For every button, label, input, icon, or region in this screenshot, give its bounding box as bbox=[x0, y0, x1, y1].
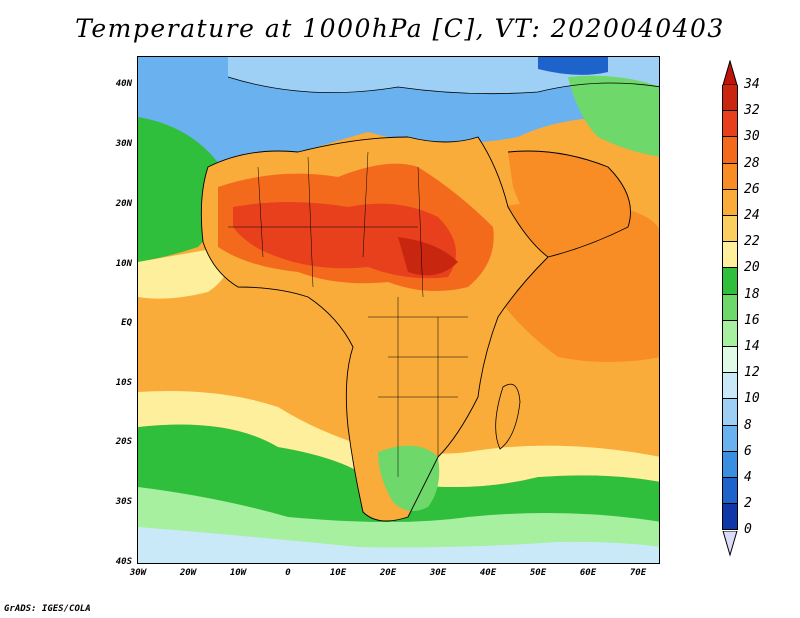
colorbar-label: 34 bbox=[744, 77, 760, 92]
colorbar-label: 18 bbox=[744, 286, 760, 302]
colorbar-label: 14 bbox=[744, 339, 760, 354]
south-ocean-cold bbox=[138, 527, 659, 563]
south-ocean-mild bbox=[138, 391, 659, 487]
lat-label: 10N bbox=[115, 259, 132, 269]
lat-label: 10S bbox=[115, 378, 132, 388]
border-line bbox=[257, 166, 264, 258]
sahel-hottest-area bbox=[233, 202, 456, 279]
colorbar-swatch bbox=[722, 85, 738, 112]
colorbar-label: 26 bbox=[744, 181, 760, 197]
colorbar-swatch bbox=[722, 294, 738, 321]
colorbar-label: 4 bbox=[744, 470, 752, 485]
colorbar-top-arrow bbox=[722, 60, 738, 86]
middle-east-cool bbox=[568, 75, 659, 157]
africa-coastline bbox=[200, 136, 549, 522]
lon-label: 10E bbox=[329, 568, 347, 578]
lon-label: 20E bbox=[379, 568, 397, 578]
colorbar-label: 10 bbox=[744, 391, 760, 407]
lon-label: 70E bbox=[629, 568, 647, 578]
sudan-peak-area bbox=[398, 237, 458, 276]
colorbar-label: 24 bbox=[744, 208, 760, 223]
temperature-map bbox=[137, 56, 660, 564]
lon-label: 20W bbox=[179, 568, 197, 578]
lat-label: 40N bbox=[115, 79, 132, 89]
colorbar-bottom-arrow bbox=[722, 531, 738, 557]
colorbar-swatch bbox=[722, 504, 738, 531]
colorbar-label: 28 bbox=[744, 155, 760, 171]
indian-ocean-warm bbox=[498, 202, 659, 362]
arabia-landmass bbox=[508, 151, 631, 257]
colorbar-label: 6 bbox=[744, 443, 752, 459]
border-line bbox=[417, 166, 424, 298]
colorbar-swatch bbox=[722, 425, 738, 452]
colorbar-swatch bbox=[722, 137, 738, 164]
colorbar-swatch bbox=[722, 189, 738, 216]
lon-label: 40E bbox=[479, 568, 497, 578]
colorbar-swatch bbox=[722, 268, 738, 295]
map-svg bbox=[138, 57, 659, 563]
lat-label: 20N bbox=[115, 199, 132, 209]
lat-label: 30N bbox=[115, 139, 132, 149]
lon-label: 30W bbox=[129, 568, 147, 578]
colorbar-swatch bbox=[722, 320, 738, 347]
colorbar-swatch bbox=[722, 111, 738, 138]
lon-label: 10W bbox=[229, 568, 247, 578]
lon-label: 0 bbox=[285, 568, 291, 578]
colorbar-label: 2 bbox=[744, 496, 752, 512]
lon-label: 60E bbox=[579, 568, 597, 578]
atlantic-mild-west bbox=[138, 247, 228, 299]
colorbar-swatch bbox=[722, 242, 738, 269]
europe-coastline bbox=[227, 76, 659, 95]
chart-title: Temperature at 1000hPa [C], VT: 20200404… bbox=[75, 14, 725, 43]
colorbar-label: 8 bbox=[744, 417, 752, 433]
arabia-coastline bbox=[507, 150, 631, 258]
colorbar-label: 22 bbox=[744, 234, 760, 250]
colorbar-swatch bbox=[722, 163, 738, 190]
colorbar-label: 16 bbox=[744, 312, 760, 328]
colorbar-swatch bbox=[722, 451, 738, 478]
lat-label: 30S bbox=[115, 497, 132, 507]
southern-africa-cool bbox=[378, 445, 440, 511]
border-line bbox=[307, 156, 314, 288]
lat-label: EQ bbox=[121, 318, 132, 328]
border-line bbox=[362, 151, 369, 258]
colorbar-swatch bbox=[722, 399, 738, 426]
country-borders bbox=[228, 151, 468, 477]
colorbar-label: 32 bbox=[744, 103, 760, 119]
colorbar-swatch bbox=[722, 373, 738, 400]
black-sea-cold bbox=[538, 57, 608, 75]
madagascar bbox=[495, 383, 521, 450]
lon-label: 30E bbox=[429, 568, 447, 578]
lat-label: 40S bbox=[115, 557, 132, 567]
lat-label: 20S bbox=[115, 437, 132, 447]
colorbar-label: 30 bbox=[744, 129, 760, 145]
colorbar-label: 12 bbox=[744, 365, 760, 381]
colorbar-swatch bbox=[722, 216, 738, 243]
colorbar-label: 0 bbox=[744, 522, 752, 538]
lon-label: 50E bbox=[529, 568, 547, 578]
footer-credit: GrADS: IGES/COLA bbox=[4, 604, 91, 614]
colorbar-label: 20 bbox=[744, 260, 760, 276]
colorbar-swatch bbox=[722, 347, 738, 374]
colorbar-swatch bbox=[722, 478, 738, 505]
